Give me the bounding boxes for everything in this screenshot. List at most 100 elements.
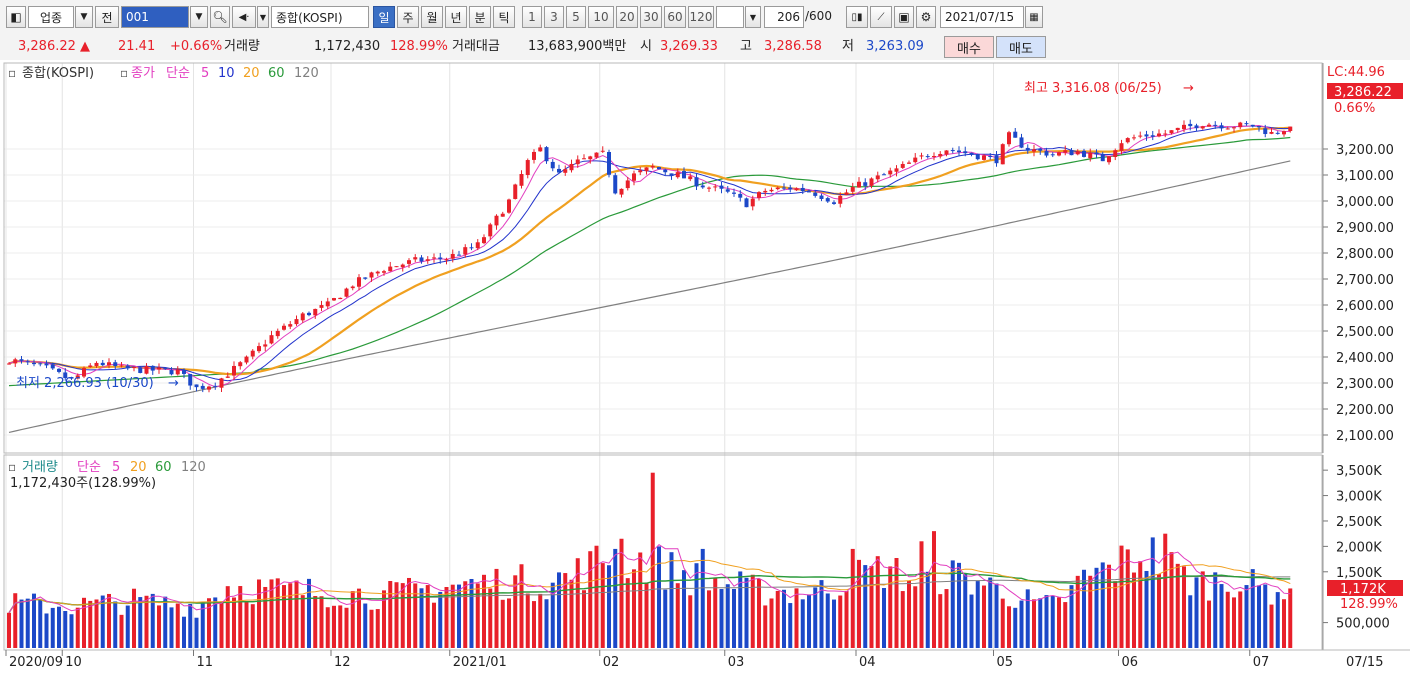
code-input[interactable]: 001 — [121, 6, 189, 28]
date-input[interactable]: 2021/07/15 — [940, 6, 1024, 28]
search-icon[interactable]: 🔍︎ — [210, 6, 230, 28]
volume-bar — [613, 548, 618, 648]
interval-120[interactable]: 120 — [688, 6, 714, 28]
candle-body — [819, 195, 824, 199]
interval-5[interactable]: 5 — [566, 6, 586, 28]
interval-30[interactable]: 30 — [640, 6, 662, 28]
candle-body — [994, 155, 999, 164]
candle-body — [875, 175, 880, 180]
price-y-axis: 3,200.00 3,100.00 3,000.00 2,900.00 2,800.00… — [1322, 63, 1394, 453]
tab-day[interactable]: 일 — [373, 6, 395, 28]
candle-body — [382, 271, 386, 273]
last-price-tag — [1327, 83, 1403, 99]
low-annotation: 최저 2,266.93 (10/30) — [16, 376, 154, 391]
volume-y-tick-label: 3,000K — [1336, 490, 1382, 505]
candle-body — [532, 151, 536, 160]
prev-button[interactable]: 전 — [95, 6, 119, 28]
tab-month[interactable]: 월 — [421, 6, 443, 28]
count-input[interactable]: 206 — [764, 6, 804, 28]
x-tick-label: 04 — [859, 655, 876, 670]
candle-body — [344, 288, 349, 297]
y-tick-label: 2,300.00 — [1336, 377, 1394, 392]
sell-button[interactable]: 매도 — [996, 36, 1046, 58]
candle-body — [588, 156, 593, 160]
volume-bar — [1000, 598, 1005, 648]
last-volume-ratio: 128.99% — [1340, 597, 1398, 612]
volume-bar — [707, 590, 711, 648]
candle-body — [832, 202, 836, 204]
buy-button[interactable]: 매수 — [944, 36, 994, 58]
volume-bar — [850, 548, 855, 648]
custom-interval-input[interactable] — [716, 6, 744, 28]
volume-bar — [744, 577, 749, 648]
volume-bar — [1032, 599, 1036, 648]
volume-legend-marker: ▫ — [8, 460, 16, 474]
candle-body — [757, 192, 761, 198]
volume-bar — [369, 609, 374, 648]
candle-body — [163, 368, 168, 370]
candle-body — [444, 259, 449, 261]
candle-body — [1275, 132, 1280, 134]
volume-bar — [894, 558, 899, 648]
volume-bar — [375, 609, 380, 648]
speaker-dropdown-icon[interactable]: ▼ — [257, 6, 269, 28]
interval-1[interactable]: 1 — [522, 6, 542, 28]
volume-bar — [869, 566, 874, 648]
save-icon[interactable]: ▣ — [894, 6, 914, 28]
candle-body — [688, 176, 693, 180]
volume-bar — [388, 581, 393, 648]
candle-body — [1007, 132, 1011, 145]
custom-interval-dropdown-icon[interactable]: ▼ — [745, 6, 761, 28]
candle-settings-icon[interactable]: ▯▮ — [846, 6, 868, 28]
candle-body — [632, 173, 636, 181]
candle-body — [138, 367, 143, 373]
volume-bar — [650, 472, 655, 648]
candle-body — [1250, 124, 1255, 127]
tab-minute[interactable]: 분 — [469, 6, 491, 28]
trendline-icon[interactable]: ⟋ — [870, 6, 892, 28]
tab-week[interactable]: 주 — [397, 6, 419, 28]
volume-bar — [713, 578, 718, 648]
interval-10[interactable]: 10 — [588, 6, 614, 28]
volume-bar — [669, 552, 674, 648]
volume-bar — [63, 611, 68, 648]
candle-body — [1163, 133, 1168, 135]
tab-tick[interactable]: 틱 — [493, 6, 515, 28]
candle-body — [644, 167, 649, 172]
grid-lines — [4, 63, 1322, 650]
calendar-icon[interactable]: ▦ — [1025, 6, 1043, 28]
current-volume-label: 1,172,430주(128.99%) — [10, 476, 156, 491]
market-type-dropdown-icon[interactable]: ▼ — [75, 6, 93, 28]
volume-bar — [69, 614, 74, 648]
interval-3[interactable]: 3 — [544, 6, 564, 28]
candles — [7, 119, 1293, 393]
candle-body — [1000, 144, 1005, 165]
market-type-select[interactable]: 업종 — [28, 6, 74, 28]
speaker-icon[interactable]: ◀· — [232, 6, 256, 28]
candle-body — [775, 187, 780, 190]
code-dropdown-icon[interactable]: ▼ — [190, 6, 208, 28]
tab-year[interactable]: 년 — [445, 6, 467, 28]
volume-bar — [1138, 561, 1143, 648]
candle-body — [507, 199, 511, 213]
volume-bar — [144, 595, 149, 648]
interval-60[interactable]: 60 — [664, 6, 686, 28]
index-name-field[interactable]: 종합(KOSPI) — [271, 6, 369, 28]
volume-y-tick-label: 2,500K — [1336, 515, 1382, 530]
candle-body — [713, 186, 718, 188]
interval-20[interactable]: 20 — [616, 6, 638, 28]
candle-body — [1013, 131, 1018, 138]
chart-area[interactable]: ▫ 종합(KOSPI) ▫ 종가 단순 5 10 20 60 120 최고 3,… — [0, 60, 1410, 676]
volume-bar — [1232, 597, 1236, 648]
candle-body — [1144, 134, 1149, 137]
volume-bar — [763, 605, 768, 648]
candle-body — [200, 385, 205, 389]
toolbar: ◧ 업종 ▼ 전 001 ▼ 🔍︎ ◀· ▼ 종합(KOSPI) 일 주 월 년… — [0, 0, 1410, 34]
candle-body — [894, 168, 899, 172]
gear-icon[interactable]: ⚙ — [916, 6, 936, 28]
y-tick-label: 2,200.00 — [1336, 403, 1394, 418]
volume-bar — [1050, 595, 1055, 648]
volume-bar — [700, 548, 705, 648]
candle-body — [7, 363, 11, 365]
layout-icon[interactable]: ◧ — [6, 6, 26, 28]
